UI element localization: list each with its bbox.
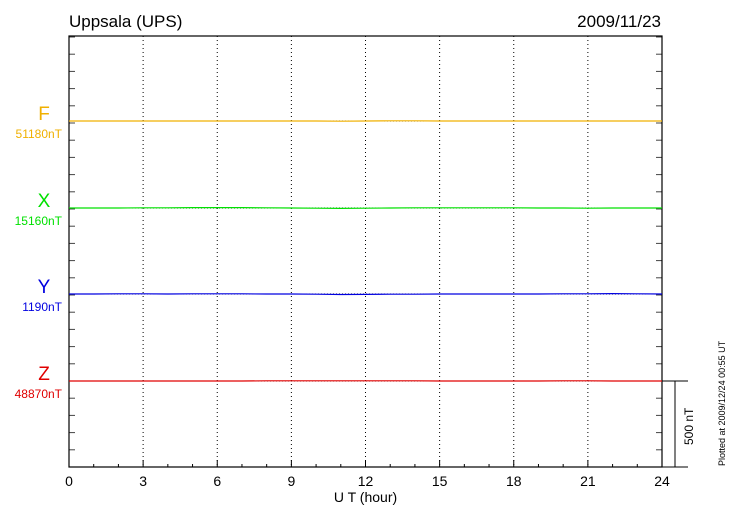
x-tick-label: 24 <box>654 473 670 489</box>
chart-title: Uppsala (UPS) <box>69 12 182 31</box>
x-tick-label: 18 <box>506 473 522 489</box>
x-tick-label: 15 <box>432 473 448 489</box>
series-name-Y: Y <box>38 277 51 298</box>
x-tick-label: 3 <box>139 473 147 489</box>
plot-frame <box>68 35 663 468</box>
series-baseline-Z: 48870nT <box>15 387 63 401</box>
series-baseline-X: 15160nT <box>15 214 63 228</box>
series-baseline-Y: 1190nT <box>22 300 62 314</box>
series-name-Z: Z <box>38 364 50 385</box>
x-tick-label: 6 <box>213 473 221 489</box>
series-line-Y <box>69 293 663 296</box>
x-tick-label: 12 <box>358 473 374 489</box>
x-tick-label: 21 <box>580 473 596 489</box>
x-tick-label: 9 <box>287 473 295 489</box>
scale-bar-label: 500 nT <box>682 407 696 445</box>
series-name-F: F <box>38 104 50 125</box>
x-axis-label: U T (hour) <box>334 489 397 505</box>
series-baseline-F: 51180nT <box>16 127 63 141</box>
plot-timestamp: Plotted at 2009/12/24 00:55 UT <box>717 340 727 466</box>
series-line-X <box>69 207 662 209</box>
chart-date: 2009/11/23 <box>577 12 661 31</box>
series-name-X: X <box>38 191 51 212</box>
x-tick-label: 0 <box>65 473 73 489</box>
